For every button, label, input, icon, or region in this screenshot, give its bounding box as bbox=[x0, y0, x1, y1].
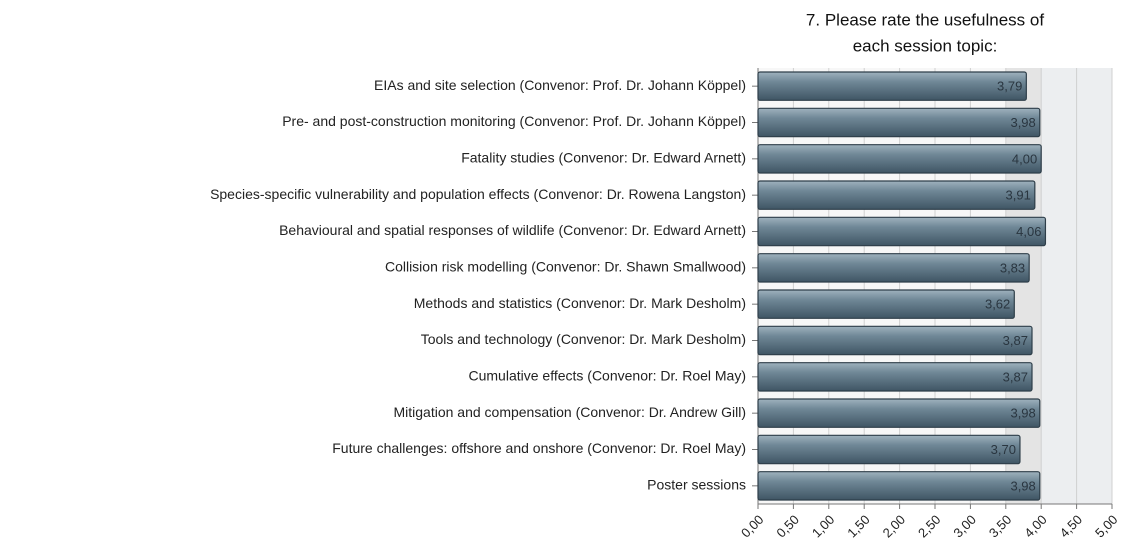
value-label: 4,00 bbox=[1012, 151, 1037, 166]
bar bbox=[757, 434, 1021, 465]
y-tick-label: Species-specific vulnerability and popul… bbox=[210, 186, 746, 202]
bar bbox=[757, 398, 1041, 428]
x-tick-label: 4,00 bbox=[1021, 512, 1050, 541]
bar bbox=[757, 216, 1047, 247]
plot-band bbox=[1006, 68, 1041, 504]
bar bbox=[757, 253, 1030, 283]
bar bbox=[757, 144, 1042, 174]
chart-title: 7. Please rate the usefulness of bbox=[806, 10, 1044, 29]
value-label: 3,79 bbox=[997, 79, 1022, 94]
value-label: 3,83 bbox=[1000, 260, 1025, 275]
x-tick-label: 1,00 bbox=[809, 512, 838, 541]
x-tick-label: 3,00 bbox=[950, 512, 979, 541]
value-label: 3,98 bbox=[1010, 478, 1035, 493]
bar bbox=[757, 180, 1036, 210]
y-tick-label: Methods and statistics (Convenor: Dr. Ma… bbox=[414, 295, 746, 311]
x-tick-label: 2,00 bbox=[880, 512, 909, 541]
y-tick-label: Tools and technology (Convenor: Dr. Mark… bbox=[421, 331, 746, 347]
bar bbox=[757, 289, 1015, 319]
value-label: 3,70 bbox=[991, 442, 1016, 457]
y-tick-label: Collision risk modelling (Convenor: Dr. … bbox=[385, 259, 746, 275]
bar bbox=[757, 107, 1041, 138]
x-tick-label: 1,50 bbox=[844, 512, 873, 541]
value-label: 3,98 bbox=[1010, 115, 1035, 130]
x-tick-label: 2,50 bbox=[915, 512, 944, 541]
y-tick-label: EIAs and site selection (Convenor: Prof.… bbox=[374, 77, 746, 93]
y-tick-label: Future challenges: offshore and onshore … bbox=[332, 440, 746, 456]
value-label: 3,87 bbox=[1003, 333, 1028, 348]
y-tick-label: Pre- and post-construction monitoring (C… bbox=[282, 113, 746, 129]
bar bbox=[757, 362, 1033, 392]
value-label: 3,87 bbox=[1003, 369, 1028, 384]
x-tick-label: 3,50 bbox=[986, 512, 1015, 541]
bar bbox=[757, 471, 1041, 501]
y-tick-label: Mitigation and compensation (Convenor: D… bbox=[393, 404, 746, 420]
value-label: 3,98 bbox=[1010, 406, 1035, 421]
value-label: 3,91 bbox=[1006, 188, 1031, 203]
value-label: 4,06 bbox=[1016, 224, 1041, 239]
x-tick-label: 0,50 bbox=[773, 512, 802, 541]
y-tick-label: Fatality studies (Convenor: Dr. Edward A… bbox=[461, 150, 746, 166]
bar bbox=[757, 325, 1033, 356]
y-tick-label: Behavioural and spatial responses of wil… bbox=[279, 222, 746, 238]
x-tick-label: 0,00 bbox=[738, 512, 767, 541]
y-tick-label: Cumulative effects (Convenor: Dr. Roel M… bbox=[468, 368, 746, 384]
y-tick-label: Poster sessions bbox=[647, 477, 746, 493]
value-label: 3,62 bbox=[985, 297, 1010, 312]
x-tick-label: 4,50 bbox=[1057, 512, 1086, 541]
bar bbox=[757, 71, 1027, 101]
x-tick-label: 5,00 bbox=[1092, 512, 1121, 541]
chart-title: each session topic: bbox=[853, 36, 998, 55]
